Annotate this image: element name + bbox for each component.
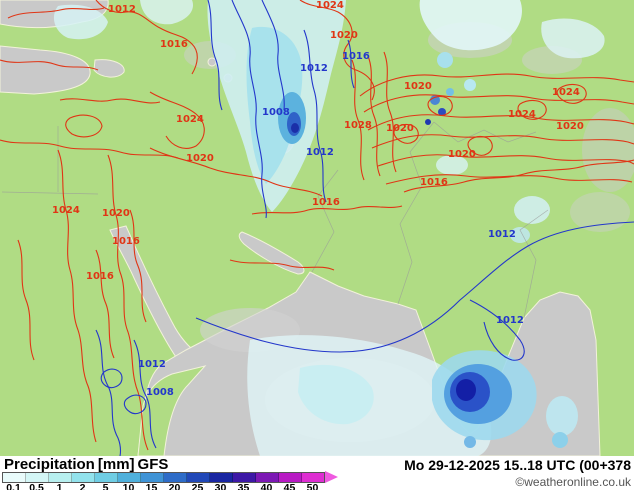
legend-value: 0.5 (29, 482, 44, 490)
map-title-parameter: Precipitation (4, 456, 95, 473)
legend-swatch (95, 472, 118, 482)
map-title-unit: [mm] (97, 456, 135, 473)
legend-value: 1 (56, 482, 63, 490)
legend-swatch (233, 472, 256, 482)
legend-swatch (210, 472, 233, 482)
legend-swatch (49, 472, 72, 482)
copyright-label: ©weatheronline.co.uk (515, 475, 631, 489)
legend-value: 25 (191, 482, 204, 490)
legend-swatch (302, 472, 324, 482)
map-title: Precipitation [mm] GFS (4, 456, 171, 473)
legend-swatch (187, 472, 210, 482)
legend-swatch (164, 472, 187, 482)
map-graphic (0, 0, 634, 456)
legend-value: 2 (79, 482, 86, 490)
legend-color-bar (2, 471, 325, 483)
legend-value: 15 (145, 482, 158, 490)
legend-value: 10 (122, 482, 135, 490)
legend-swatch (279, 472, 302, 482)
legend-swatch (256, 472, 279, 482)
datetime-label: Mo 29-12-2025 15..18 UTC (00+378 (404, 457, 631, 473)
legend-swatch (72, 472, 95, 482)
legend-swatch (3, 472, 26, 482)
legend-value: 30 (214, 482, 227, 490)
map-title-model: GFS (137, 456, 169, 473)
legend-value: 45 (283, 482, 296, 490)
legend-value: 20 (168, 482, 181, 490)
legend-value: 50 (306, 482, 319, 490)
legend-swatch (141, 472, 164, 482)
legend-value: 5 (102, 482, 109, 490)
footer-bar: Precipitation [mm] GFS Mo 29-12-2025 15..1… (0, 456, 634, 490)
legend-value: 0.1 (6, 482, 21, 490)
legend-value: 35 (237, 482, 250, 490)
legend-arrow (325, 471, 338, 483)
legend-swatch (118, 472, 141, 482)
legend-value-labels: 0.1 0.5 1 2 5 10 15 20 25 30 35 40 45 50 (2, 483, 338, 490)
precip-legend: 0.1 0.5 1 2 5 10 15 20 25 30 35 40 45 50 (2, 471, 338, 490)
legend-value: 40 (260, 482, 273, 490)
legend-swatch (26, 472, 49, 482)
map-canvas: 1012 1024 1016 1020 1024 1028 1020 1024 1024 1020… (0, 0, 634, 456)
